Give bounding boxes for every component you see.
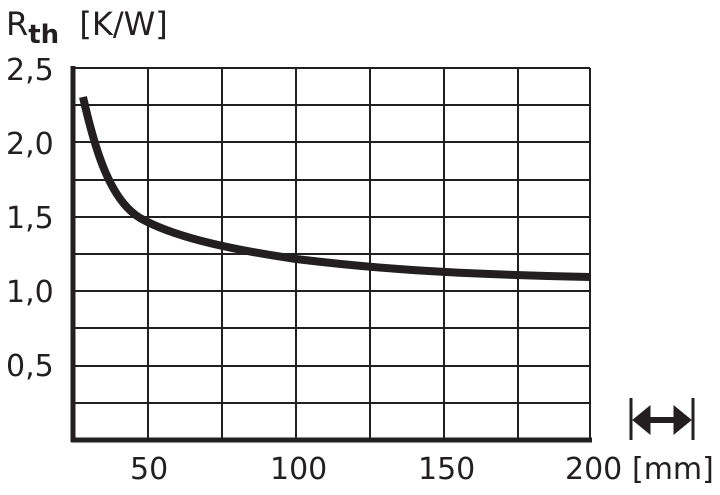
grid: [74, 67, 591, 440]
y-label-subscript: th: [28, 20, 60, 50]
x-tick-50: 50: [130, 452, 169, 487]
y-label-symbol: R: [6, 5, 29, 43]
y-tick-2.0: 2,0: [6, 127, 54, 162]
y-tick-1.5: 1,5: [6, 201, 54, 236]
x-tick-100: 100: [270, 452, 328, 487]
y-tick-0.5: 0,5: [6, 349, 54, 384]
y-label-unit: [K/W]: [79, 5, 168, 43]
rth-curve: [79, 96, 591, 281]
x-axis-unit: [mm]: [632, 452, 714, 487]
y-tick-1.0: 1,0: [6, 275, 54, 310]
x-tick-200: 200: [565, 452, 623, 487]
y-tick-2.5: 2,5: [6, 53, 54, 88]
x-tick-150: 150: [418, 452, 476, 487]
length-arrow-icon: [629, 398, 695, 440]
y-axis-label: Rth [K/W]: [6, 5, 168, 48]
